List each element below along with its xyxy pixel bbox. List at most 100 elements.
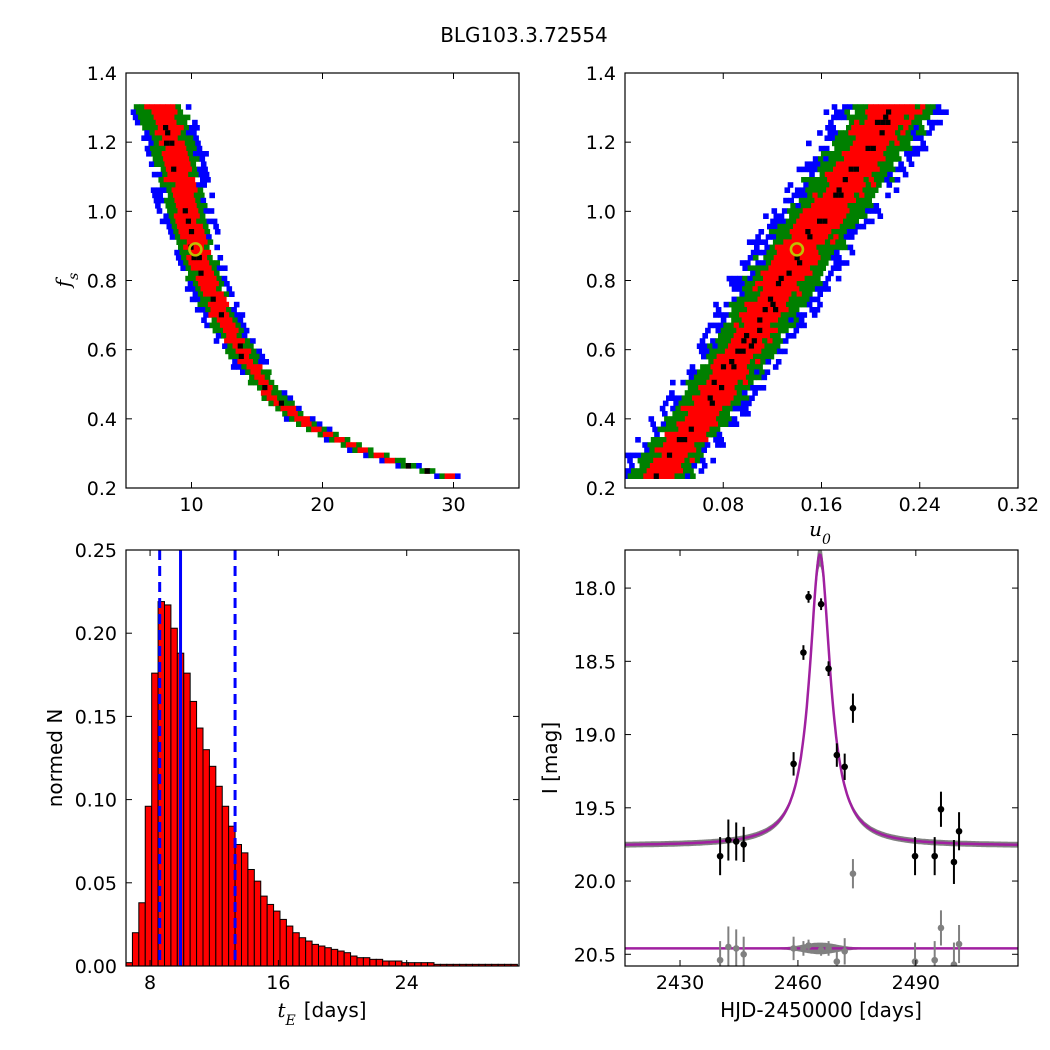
p2-cell <box>712 369 719 375</box>
p2-cell <box>853 130 860 136</box>
p2-cell <box>863 140 869 147</box>
p2-cell <box>943 109 949 115</box>
p2-cell <box>760 260 767 266</box>
p2-cell <box>744 291 751 297</box>
p2-cell <box>737 353 743 360</box>
p2-cell <box>801 291 808 297</box>
p2-cell <box>723 395 729 401</box>
p1-cell <box>180 161 186 167</box>
p1-cell <box>170 182 176 188</box>
p2-cell <box>745 411 751 417</box>
p2-cell <box>767 338 773 344</box>
p1-cell <box>198 208 204 214</box>
p2-cell <box>723 322 729 329</box>
p2-cell <box>644 463 651 469</box>
c2-ytick-label: 0.05 <box>75 873 117 895</box>
p2-cell <box>794 286 800 292</box>
p2-cell <box>890 166 896 173</box>
p3-bar <box>317 945 326 966</box>
p2-cell <box>807 192 813 199</box>
p2-cell <box>825 255 832 261</box>
p1-cell <box>243 353 250 360</box>
p2-cell <box>852 151 858 157</box>
p2-cell <box>767 317 774 323</box>
p2-cell <box>744 395 750 401</box>
p1-best-fit-marker <box>188 242 203 257</box>
p2-cell <box>859 192 865 199</box>
p2-cell <box>837 203 843 209</box>
p2-cell <box>826 203 833 209</box>
p2-cell <box>888 104 895 110</box>
p2-cell <box>718 333 724 339</box>
p2-cell <box>880 156 886 162</box>
p2-cell <box>780 322 787 329</box>
p3-bar <box>369 958 377 966</box>
p1-cell <box>150 119 157 126</box>
p2-cell <box>819 239 826 245</box>
p2-cell <box>629 463 635 469</box>
p1-cell <box>230 348 236 355</box>
p2-cell <box>860 182 867 188</box>
p2-cell <box>790 322 797 329</box>
p2-cell <box>831 203 838 209</box>
p2-cell <box>873 203 880 209</box>
p2-cell <box>801 177 807 183</box>
p1-cell <box>179 213 185 219</box>
p2-cell <box>781 234 787 240</box>
p2-cell <box>788 197 794 204</box>
p2-cell <box>749 281 756 287</box>
p2-cell <box>736 307 743 313</box>
p2-cell <box>771 208 778 214</box>
p2-cell <box>837 130 844 136</box>
p2-cell <box>845 223 851 230</box>
p1-cell <box>213 223 219 230</box>
p2-cell <box>794 229 801 235</box>
p1-cell <box>175 104 181 110</box>
p2-cell <box>763 265 769 271</box>
p2-cell <box>897 135 903 141</box>
p1-cell <box>400 457 406 464</box>
p1-cell <box>176 239 182 245</box>
p3-bar <box>305 940 313 966</box>
p1-cell <box>188 270 194 277</box>
p1-cell <box>188 260 194 266</box>
p1-cell <box>182 223 188 230</box>
p2-cell <box>868 104 874 110</box>
p2-cell <box>777 223 783 230</box>
p2-cell <box>718 322 724 329</box>
p2-cell <box>849 249 856 256</box>
p2-cell <box>817 270 824 277</box>
p1-cell <box>165 166 172 173</box>
p2-cell <box>829 223 835 230</box>
p2-cell <box>684 473 691 479</box>
p4-model-envelope <box>625 550 1018 848</box>
p1-cell <box>173 156 180 162</box>
p1-cell <box>287 395 294 401</box>
p3-bar <box>292 932 300 966</box>
p2-cell <box>710 364 717 370</box>
p2-cell <box>737 379 744 386</box>
p2-cell <box>885 192 891 199</box>
p1-cell <box>209 192 215 199</box>
p2-cell <box>772 317 779 323</box>
p1-cell <box>253 379 259 386</box>
p1-cell <box>144 104 150 110</box>
p2-cell <box>662 411 668 417</box>
p2-cell <box>814 307 821 313</box>
p1-cell <box>187 208 194 214</box>
p2-cell <box>846 151 853 157</box>
p1-cell <box>230 364 237 370</box>
p1-cell <box>233 353 240 360</box>
p2-cell <box>889 177 896 183</box>
p1-cell <box>200 307 206 313</box>
p2-cell <box>760 359 766 365</box>
p2-cell <box>814 197 820 204</box>
p2-cell <box>643 473 649 479</box>
p1-cell <box>140 119 146 126</box>
p2-cell <box>712 343 718 349</box>
p2-cell <box>736 317 742 323</box>
p2-cell <box>767 327 774 334</box>
p2-cell <box>896 145 903 152</box>
p2-cell <box>788 296 795 303</box>
p1-cell <box>202 239 208 245</box>
